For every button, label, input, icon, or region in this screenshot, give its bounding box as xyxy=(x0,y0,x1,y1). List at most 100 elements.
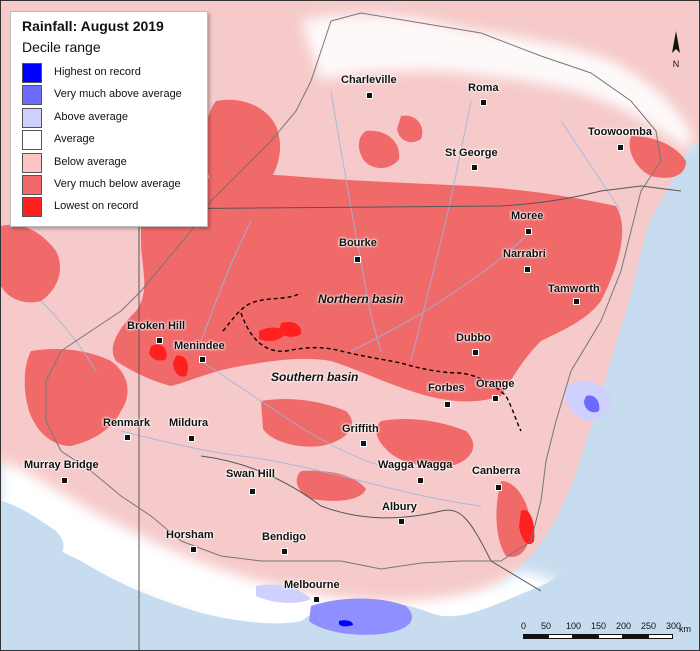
town-marker xyxy=(417,477,424,484)
town-marker xyxy=(281,548,288,555)
legend-label: Very much above average xyxy=(54,88,182,101)
very-much-below-average-areas xyxy=(1,99,686,557)
legend-swatch xyxy=(22,85,42,106)
town-label-broken-hill: Broken Hill xyxy=(127,320,186,332)
town-marker xyxy=(313,596,320,603)
town-label-albury: Albury xyxy=(382,501,417,513)
scale-tick-label: 250 xyxy=(641,621,657,631)
legend-swatch xyxy=(22,63,42,83)
river-network xyxy=(40,90,622,507)
legend-swatch xyxy=(22,175,42,195)
town-marker xyxy=(188,435,195,442)
northern-basin-label: Northern basin xyxy=(318,292,404,306)
sea-east xyxy=(571,151,699,581)
legend-swatch xyxy=(22,130,42,151)
scale-tick-label: 100 xyxy=(566,621,582,631)
scale-tick-label: 200 xyxy=(616,621,632,631)
gulf xyxy=(1,501,64,566)
scale-tick-label: 150 xyxy=(591,621,607,631)
legend-swatch xyxy=(22,197,42,218)
town-label-bendigo: Bendigo xyxy=(262,531,306,543)
town-label-menindee: Menindee xyxy=(174,340,225,352)
scale-segment xyxy=(548,634,573,639)
scale-segment xyxy=(598,634,623,639)
scale-segment xyxy=(648,634,673,639)
legend-item: Average xyxy=(22,130,202,151)
legend-label: Above average xyxy=(54,110,128,123)
town-marker xyxy=(249,488,256,495)
scale-segment xyxy=(573,634,598,639)
southern-basin-label: Southern basin xyxy=(271,370,359,384)
town-label-griffith: Griffith xyxy=(342,423,379,435)
town-label-charleville: Charleville xyxy=(341,74,397,86)
town-label-orange: Orange xyxy=(476,378,515,390)
town-label-toowoomba: Toowoomba xyxy=(588,126,652,138)
town-marker xyxy=(61,477,68,484)
lowest-on-record-areas xyxy=(149,321,535,545)
town-label-wagga-wagga: Wagga Wagga xyxy=(378,459,453,471)
town-marker xyxy=(573,298,580,305)
town-label-forbes: Forbes xyxy=(428,382,465,394)
legend-title: Rainfall: August 2019 xyxy=(22,18,164,34)
legend-label: Average xyxy=(54,133,95,146)
scale-unit-label: km xyxy=(679,624,691,634)
town-label-mildura: Mildura xyxy=(169,417,209,429)
scale-tick-label: 300 xyxy=(666,621,682,631)
town-marker xyxy=(495,484,502,491)
legend-item: Very much above average xyxy=(22,85,202,106)
town-label-roma: Roma xyxy=(468,82,499,94)
town-marker xyxy=(480,99,487,106)
town-marker xyxy=(190,546,197,553)
legend-label: Lowest on record xyxy=(54,200,139,213)
sea-south xyxy=(1,521,699,650)
legend-label: Highest on record xyxy=(54,66,141,78)
town-label-renmark: Renmark xyxy=(103,417,151,429)
town-marker xyxy=(472,349,479,356)
legend-subtitle: Decile range xyxy=(22,39,101,55)
legend-item: Highest on record xyxy=(22,63,202,83)
scale-tick-label: 50 xyxy=(541,621,552,631)
town-marker xyxy=(617,144,624,151)
town-marker xyxy=(124,434,131,441)
town-marker xyxy=(524,266,531,273)
legend-item: Below average xyxy=(22,152,202,173)
town-label-canberra: Canberra xyxy=(472,465,521,477)
legend-label: Below average xyxy=(54,155,127,168)
scale-segment xyxy=(523,634,548,639)
north-arrow-icon: N xyxy=(665,31,687,71)
legend-swatch xyxy=(22,152,42,173)
town-marker xyxy=(471,164,478,171)
basin-divide xyxy=(222,292,522,432)
town-label-melbourne: Melbourne xyxy=(284,579,340,591)
legend-item: Lowest on record xyxy=(22,197,202,218)
legend-item: Very much below average xyxy=(22,175,202,195)
scale-bar: 0 50 100 150 200 250 300 km xyxy=(521,621,699,650)
town-label-bourke: Bourke xyxy=(339,237,377,249)
town-label-dubbo: Dubbo xyxy=(456,332,491,344)
town-label-tamworth: Tamworth xyxy=(548,283,600,295)
town-marker xyxy=(156,337,163,344)
state-borders xyxy=(138,185,682,650)
scale-segment xyxy=(623,634,648,639)
legend-item: Above average xyxy=(22,107,202,128)
town-marker xyxy=(366,92,373,99)
scale-tick-label: 0 xyxy=(521,621,527,631)
town-marker xyxy=(354,256,361,263)
town-label-moree: Moree xyxy=(511,210,544,222)
town-label-narrabri: Narrabri xyxy=(503,248,546,260)
town-marker xyxy=(525,228,532,235)
map-legend: Rainfall: August 2019 Decile range Highe… xyxy=(10,11,208,227)
town-marker xyxy=(199,356,206,363)
town-label-swan-hill: Swan Hill xyxy=(226,468,275,480)
outer-average-halo-north xyxy=(301,14,691,152)
legend-label: Very much below average xyxy=(54,178,181,190)
town-marker xyxy=(360,440,367,447)
outer-average-halo xyxy=(1,461,561,644)
town-marker xyxy=(398,518,405,525)
legend-swatch xyxy=(22,107,42,128)
north-label: N xyxy=(673,59,680,69)
town-label-murray-bridge: Murray Bridge xyxy=(24,459,99,471)
town-marker xyxy=(492,395,499,402)
murray-darling-basin-outline xyxy=(45,12,662,570)
